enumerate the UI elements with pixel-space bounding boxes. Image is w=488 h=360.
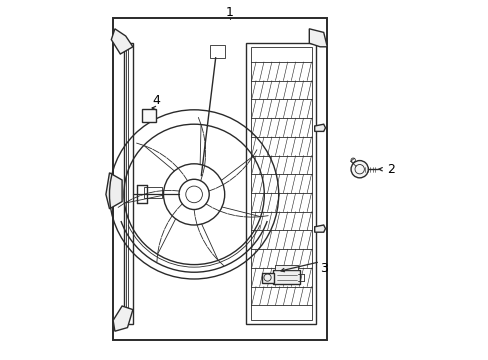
Circle shape bbox=[350, 161, 367, 178]
Polygon shape bbox=[106, 173, 122, 209]
Bar bbox=[250, 47, 311, 320]
Polygon shape bbox=[113, 306, 133, 331]
Polygon shape bbox=[142, 109, 156, 122]
Text: 4: 4 bbox=[152, 94, 160, 107]
Text: 1: 1 bbox=[225, 6, 234, 19]
Bar bbox=[273, 270, 300, 284]
Bar bbox=[246, 43, 316, 324]
Text: 3: 3 bbox=[319, 262, 327, 275]
Polygon shape bbox=[314, 124, 325, 131]
Bar bbox=[143, 187, 162, 198]
Bar bbox=[113, 18, 326, 340]
Bar bbox=[123, 43, 133, 324]
Polygon shape bbox=[314, 225, 325, 232]
Bar bbox=[275, 265, 298, 270]
Polygon shape bbox=[111, 29, 133, 54]
Text: 2: 2 bbox=[386, 163, 394, 176]
Bar bbox=[262, 273, 273, 283]
Bar bbox=[210, 45, 224, 58]
Polygon shape bbox=[309, 29, 326, 47]
